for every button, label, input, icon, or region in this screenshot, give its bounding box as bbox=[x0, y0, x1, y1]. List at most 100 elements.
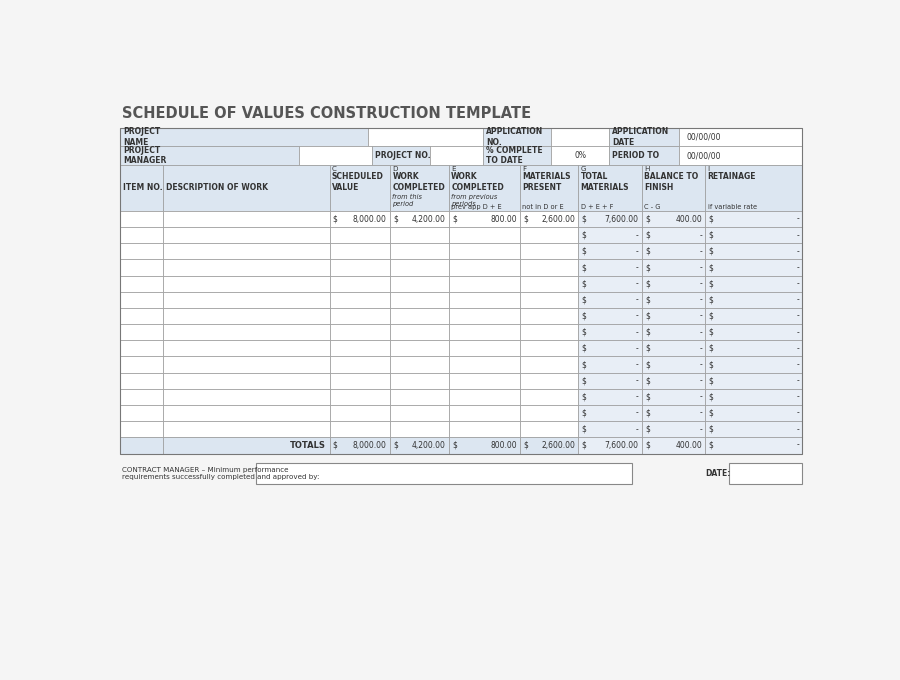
Text: $: $ bbox=[708, 328, 714, 337]
Bar bbox=[679, 146, 802, 165]
Bar bbox=[121, 389, 163, 405]
Text: I: I bbox=[707, 167, 710, 173]
Text: 0%: 0% bbox=[574, 151, 586, 160]
Text: $: $ bbox=[645, 328, 650, 337]
Text: $: $ bbox=[645, 376, 650, 386]
Bar bbox=[706, 421, 802, 437]
Text: 7,600.00: 7,600.00 bbox=[605, 215, 639, 224]
Bar bbox=[706, 405, 802, 421]
Bar bbox=[642, 227, 706, 243]
Bar bbox=[163, 373, 329, 389]
Bar bbox=[642, 340, 706, 356]
Bar bbox=[390, 405, 449, 421]
Text: $: $ bbox=[645, 215, 650, 224]
Bar bbox=[642, 308, 706, 324]
Text: -: - bbox=[636, 279, 639, 288]
Text: from previous
periods: from previous periods bbox=[451, 194, 498, 207]
Text: 800.00: 800.00 bbox=[491, 441, 517, 449]
Bar bbox=[642, 260, 706, 275]
Bar bbox=[121, 356, 163, 373]
Bar bbox=[706, 211, 802, 227]
Bar bbox=[520, 437, 579, 454]
Bar bbox=[449, 389, 520, 405]
Text: -: - bbox=[796, 215, 799, 224]
Bar bbox=[520, 227, 579, 243]
Bar bbox=[551, 146, 609, 165]
Text: TOTAL
MATERIALS: TOTAL MATERIALS bbox=[580, 173, 629, 192]
Bar bbox=[163, 260, 329, 275]
Text: $: $ bbox=[645, 392, 650, 401]
Bar bbox=[329, 308, 390, 324]
Bar bbox=[121, 165, 163, 211]
Bar bbox=[163, 211, 329, 227]
Bar bbox=[642, 275, 706, 292]
Bar bbox=[520, 324, 579, 340]
Text: -: - bbox=[699, 247, 702, 256]
Bar bbox=[579, 421, 642, 437]
Text: 2,600.00: 2,600.00 bbox=[541, 441, 575, 449]
Text: -: - bbox=[636, 344, 639, 353]
Text: -: - bbox=[636, 263, 639, 272]
Text: $: $ bbox=[581, 392, 586, 401]
Bar bbox=[579, 373, 642, 389]
Bar bbox=[520, 389, 579, 405]
Text: -: - bbox=[796, 247, 799, 256]
Bar bbox=[299, 146, 372, 165]
Bar bbox=[706, 340, 802, 356]
Text: -: - bbox=[699, 360, 702, 369]
Bar bbox=[121, 243, 163, 260]
Text: -: - bbox=[796, 344, 799, 353]
Bar bbox=[520, 260, 579, 275]
Bar bbox=[368, 128, 483, 146]
Text: -: - bbox=[636, 409, 639, 418]
Bar bbox=[706, 437, 802, 454]
Text: $: $ bbox=[708, 392, 714, 401]
Bar bbox=[642, 389, 706, 405]
Text: -: - bbox=[699, 263, 702, 272]
Text: 8,000.00: 8,000.00 bbox=[353, 441, 387, 449]
Bar bbox=[163, 421, 329, 437]
Bar bbox=[579, 356, 642, 373]
Bar bbox=[520, 275, 579, 292]
Text: -: - bbox=[699, 311, 702, 320]
Bar bbox=[329, 389, 390, 405]
Bar bbox=[121, 227, 163, 243]
Text: $: $ bbox=[708, 215, 714, 224]
Text: D: D bbox=[392, 167, 398, 173]
Bar bbox=[449, 356, 520, 373]
Text: $: $ bbox=[645, 344, 650, 353]
Text: 7,600.00: 7,600.00 bbox=[605, 441, 639, 449]
Text: -: - bbox=[699, 231, 702, 240]
Bar bbox=[121, 292, 163, 308]
Bar bbox=[449, 292, 520, 308]
Text: -: - bbox=[636, 231, 639, 240]
Bar bbox=[449, 260, 520, 275]
Bar bbox=[449, 405, 520, 421]
Text: APPLICATION
NO.: APPLICATION NO. bbox=[486, 127, 544, 147]
Text: ITEM NO.: ITEM NO. bbox=[123, 184, 163, 192]
Text: 4,200.00: 4,200.00 bbox=[412, 441, 446, 449]
Bar bbox=[706, 373, 802, 389]
Text: C: C bbox=[332, 167, 337, 173]
Text: -: - bbox=[636, 392, 639, 401]
Bar bbox=[579, 405, 642, 421]
Bar bbox=[121, 146, 299, 165]
Text: -: - bbox=[636, 328, 639, 337]
Bar bbox=[706, 165, 802, 211]
Text: $: $ bbox=[581, 215, 586, 224]
Bar bbox=[163, 405, 329, 421]
Bar bbox=[579, 211, 642, 227]
Bar bbox=[121, 421, 163, 437]
Bar bbox=[449, 437, 520, 454]
Text: MATERIALS
PRESENT: MATERIALS PRESENT bbox=[523, 173, 571, 192]
Bar bbox=[679, 128, 802, 146]
Bar bbox=[706, 308, 802, 324]
Text: -: - bbox=[699, 376, 702, 386]
Text: $: $ bbox=[452, 441, 457, 449]
Bar bbox=[579, 308, 642, 324]
Bar bbox=[642, 165, 706, 211]
Text: $: $ bbox=[708, 376, 714, 386]
Bar bbox=[642, 421, 706, 437]
Text: PROJECT
MANAGER: PROJECT MANAGER bbox=[123, 146, 166, 165]
Text: $: $ bbox=[333, 215, 338, 224]
